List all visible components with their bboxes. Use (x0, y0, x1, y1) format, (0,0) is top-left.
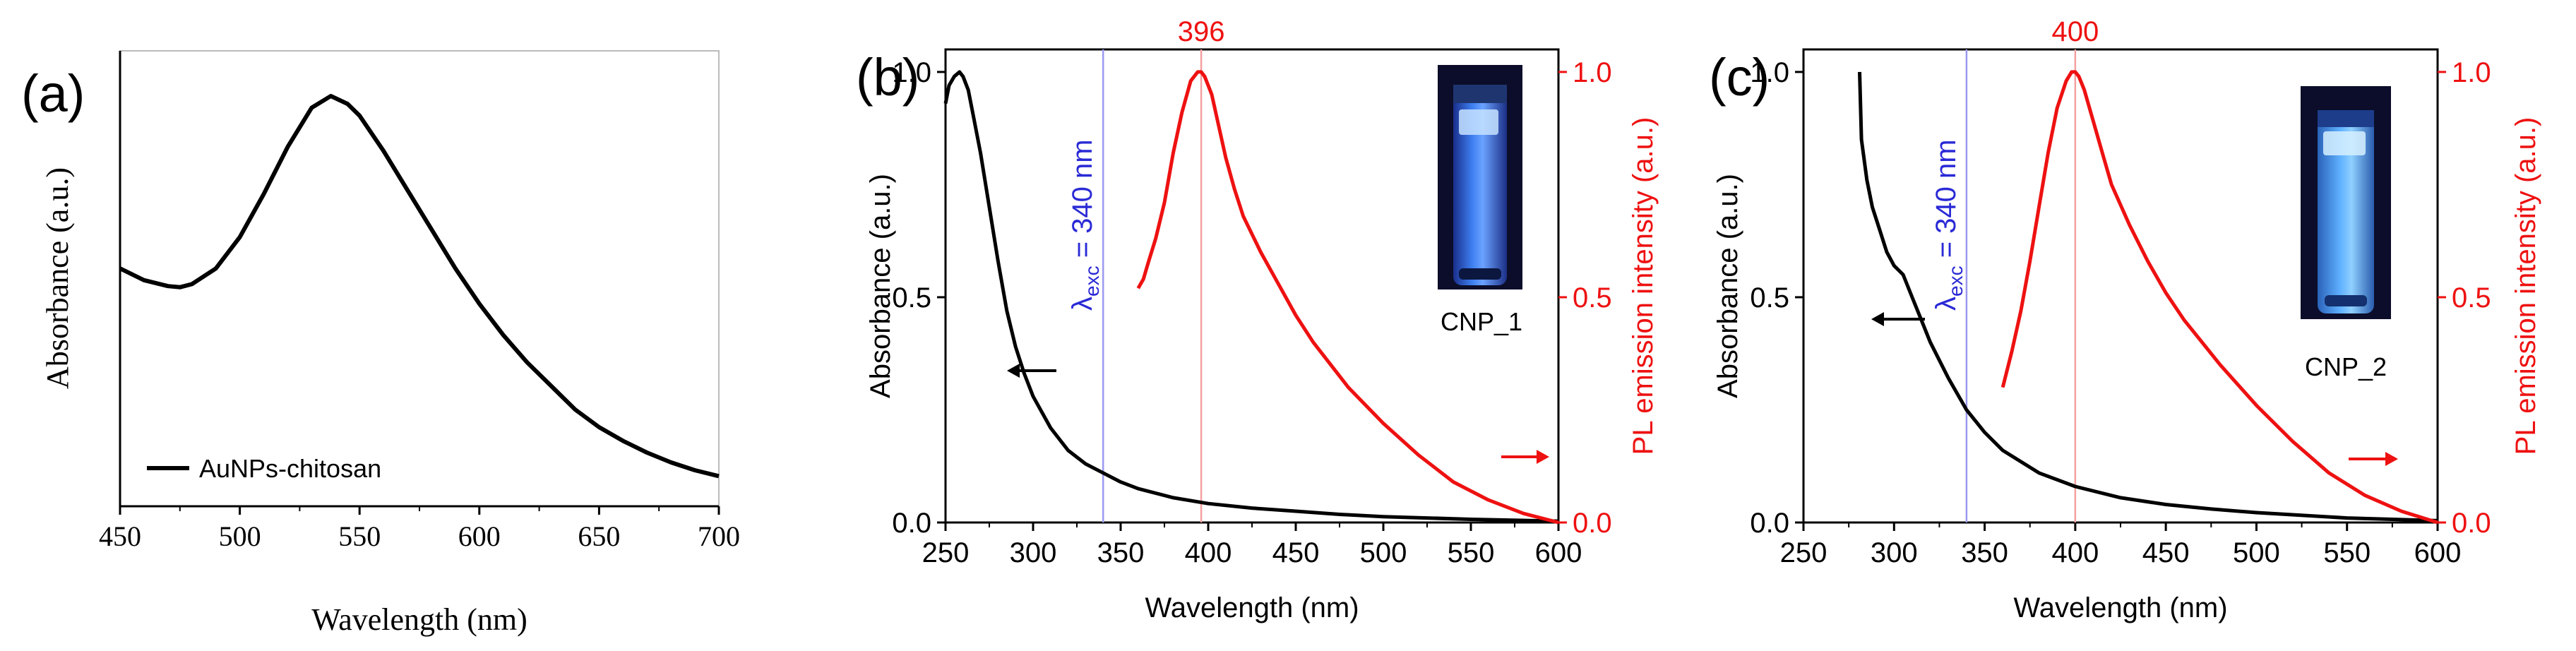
panel-c-x-ticks: 250 300 350 400 450 500 550 600 (1780, 522, 2462, 568)
x-tick-label: 550 (2323, 537, 2371, 568)
panel-c-x-label: Wavelength (nm) (2013, 592, 2227, 623)
x-tick-label: 550 (338, 520, 381, 552)
panel-b-inset-label: CNP_1 (1441, 307, 1522, 336)
x-tick-label: 550 (1448, 537, 1495, 568)
panel-a-plot-frame (119, 50, 720, 507)
panel-a-absorbance-line (119, 94, 720, 479)
panel-b-left-y-ticks: 0.0 0.5 1.0 (892, 57, 946, 539)
right-y-tick-label: 0.0 (1573, 508, 1612, 539)
x-tick-label: 350 (1961, 537, 2008, 568)
y-tick-label: 0.0 (892, 508, 931, 539)
x-tick-label: 450 (1272, 537, 1320, 568)
panel-a-x-label: Wavelength (nm) (311, 602, 527, 637)
y-tick-label: 0.5 (1750, 282, 1789, 313)
x-tick-label: 350 (1097, 537, 1145, 568)
panel-c-absorbance-line (1858, 71, 2438, 522)
x-tick-label: 600 (1535, 537, 1582, 568)
x-tick-label: 650 (578, 520, 620, 552)
y-tick-label: 1.0 (1750, 57, 1789, 88)
panel-b-right-y-ticks: 0.0 0.5 1.0 (1558, 57, 1612, 539)
right-y-tick-label: 0.5 (1573, 282, 1612, 313)
y-tick-label: 1.0 (892, 57, 931, 88)
panel-b-peak-label: 396 (1178, 16, 1225, 47)
panel-b-excitation-label: λexc = 340 nm (1067, 139, 1103, 311)
panel-c-pl-emission-line (2000, 70, 2438, 525)
panel-c-left-y-ticks: 0.0 0.5 1.0 (1750, 57, 1803, 539)
panel-b-x-ticks: 250 300 350 400 450 500 550 600 (922, 522, 1582, 568)
panel-c-absorbance-arrow (1871, 312, 1925, 326)
right-y-tick-label: 1.0 (1573, 57, 1612, 88)
panel-b-right-y-label: PL emission intensity (a.u.) (1628, 117, 1659, 455)
x-tick-label: 300 (1871, 537, 1918, 568)
x-tick-label: 250 (1780, 537, 1827, 568)
panel-c-label: (c) (1709, 48, 1770, 107)
panel-a-label: (a) (21, 64, 85, 123)
panel-a-legend-label: AuNPs-chitosan (199, 454, 381, 483)
panel-c-right-y-ticks: 0.0 0.5 1.0 (2438, 57, 2491, 539)
panel-b-absorbance-line (943, 70, 1559, 523)
x-tick-label: 250 (922, 537, 970, 568)
panel-c-peak-label: 400 (2051, 16, 2099, 47)
x-tick-label: 400 (2051, 537, 2099, 568)
panel-c-pl-arrow (2349, 452, 2398, 466)
x-tick-label: 600 (2414, 537, 2462, 568)
panel-a-x-ticks: 450 500 550 600 650 700 (99, 506, 740, 552)
x-tick-label: 500 (219, 520, 261, 552)
panel-c-inset-label: CNP_2 (2305, 352, 2387, 381)
panel-a-y-label: Absorbance (a.u.) (40, 167, 75, 389)
right-y-tick-label: 1.0 (2452, 57, 2491, 88)
x-tick-label: 300 (1010, 537, 1057, 568)
panel-c-y-label: Absorbance (a.u.) (1712, 174, 1743, 398)
x-tick-label: 500 (2233, 537, 2280, 568)
panel-b-label: (b) (856, 48, 919, 107)
x-tick-label: 500 (1360, 537, 1407, 568)
panel-b-inset-photo (1438, 65, 1522, 289)
y-tick-label: 0.5 (892, 282, 931, 313)
x-tick-label: 700 (698, 520, 740, 552)
panel-b-pl-arrow (1501, 450, 1549, 464)
panel-b-pl-emission-line (1136, 70, 1559, 525)
y-tick-label: 0.0 (1750, 508, 1789, 539)
x-tick-label: 450 (99, 520, 141, 552)
panel-b-x-label: Wavelength (nm) (1145, 592, 1359, 623)
panel-b-y-label: Absorbance (a.u.) (865, 174, 896, 398)
panel-c-inset-photo (2301, 86, 2391, 319)
panel-b: (b) 250 300 350 400 450 500 550 600 0.0 0.5 1.0 0… (856, 16, 1659, 623)
panel-c-right-y-label: PL emission intensity (a.u.) (2510, 117, 2541, 455)
right-y-tick-label: 0.5 (2452, 282, 2491, 313)
x-tick-label: 450 (2142, 537, 2190, 568)
x-tick-label: 600 (458, 520, 501, 552)
panel-c-excitation-label: λexc = 340 nm (1931, 139, 1967, 311)
panel-b-absorbance-arrow (1007, 364, 1056, 378)
panel-c: (c) 250 300 350 400 450 500 550 600 0.0 0.5 1.0 0… (1709, 16, 2541, 623)
right-y-tick-label: 0.0 (2452, 508, 2491, 539)
panel-a: (a) 450 500 550 600 650 700 AuNPs-chitosan Wa… (21, 50, 740, 637)
x-tick-label: 400 (1185, 537, 1232, 568)
